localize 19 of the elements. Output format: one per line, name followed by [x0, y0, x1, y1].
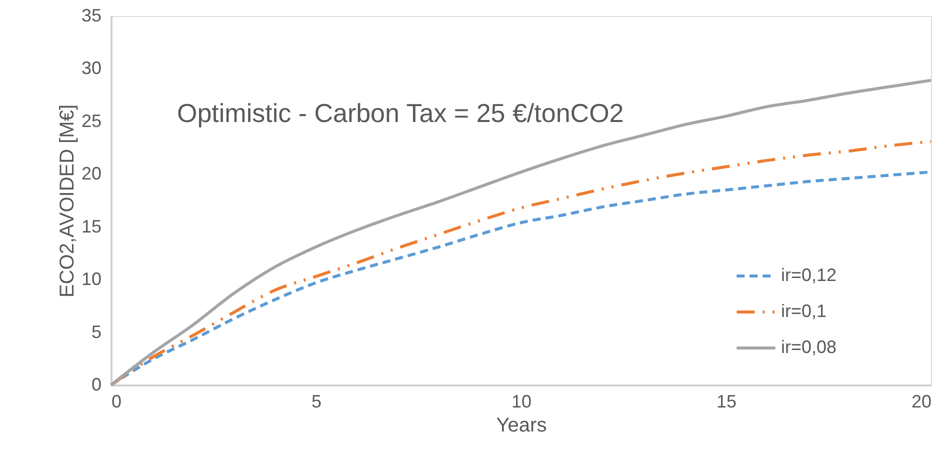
y-tick-label: 35 [81, 6, 102, 26]
legend-label: ir=0,08 [781, 337, 837, 357]
text: Optimistic - Carbon Tax = 25 €/tonCO2 [176, 98, 624, 128]
y-tick-label: 5 [91, 322, 102, 342]
x-tick-label: 10 [511, 392, 532, 412]
x-tick-label: 20 [911, 392, 932, 412]
x-tick-label: 0 [112, 392, 122, 412]
y-tick-label: 25 [81, 110, 102, 131]
legend-label: ir=0,1 [781, 301, 827, 321]
x-tick-label: 5 [311, 392, 322, 412]
y-tick-label: 15 [81, 216, 102, 236]
x-axis-title: Years [496, 414, 547, 436]
y-tick-label: 0 [91, 374, 102, 394]
y-axis-title: ECO2,AVOIDED [M€] [56, 104, 78, 298]
y-tick-label: 30 [81, 58, 102, 78]
legend-label: ir=0,12 [781, 265, 837, 285]
y-tick-label: 20 [81, 164, 102, 184]
y-tick-label: 10 [81, 269, 102, 290]
x-tick-label: 15 [716, 392, 737, 412]
